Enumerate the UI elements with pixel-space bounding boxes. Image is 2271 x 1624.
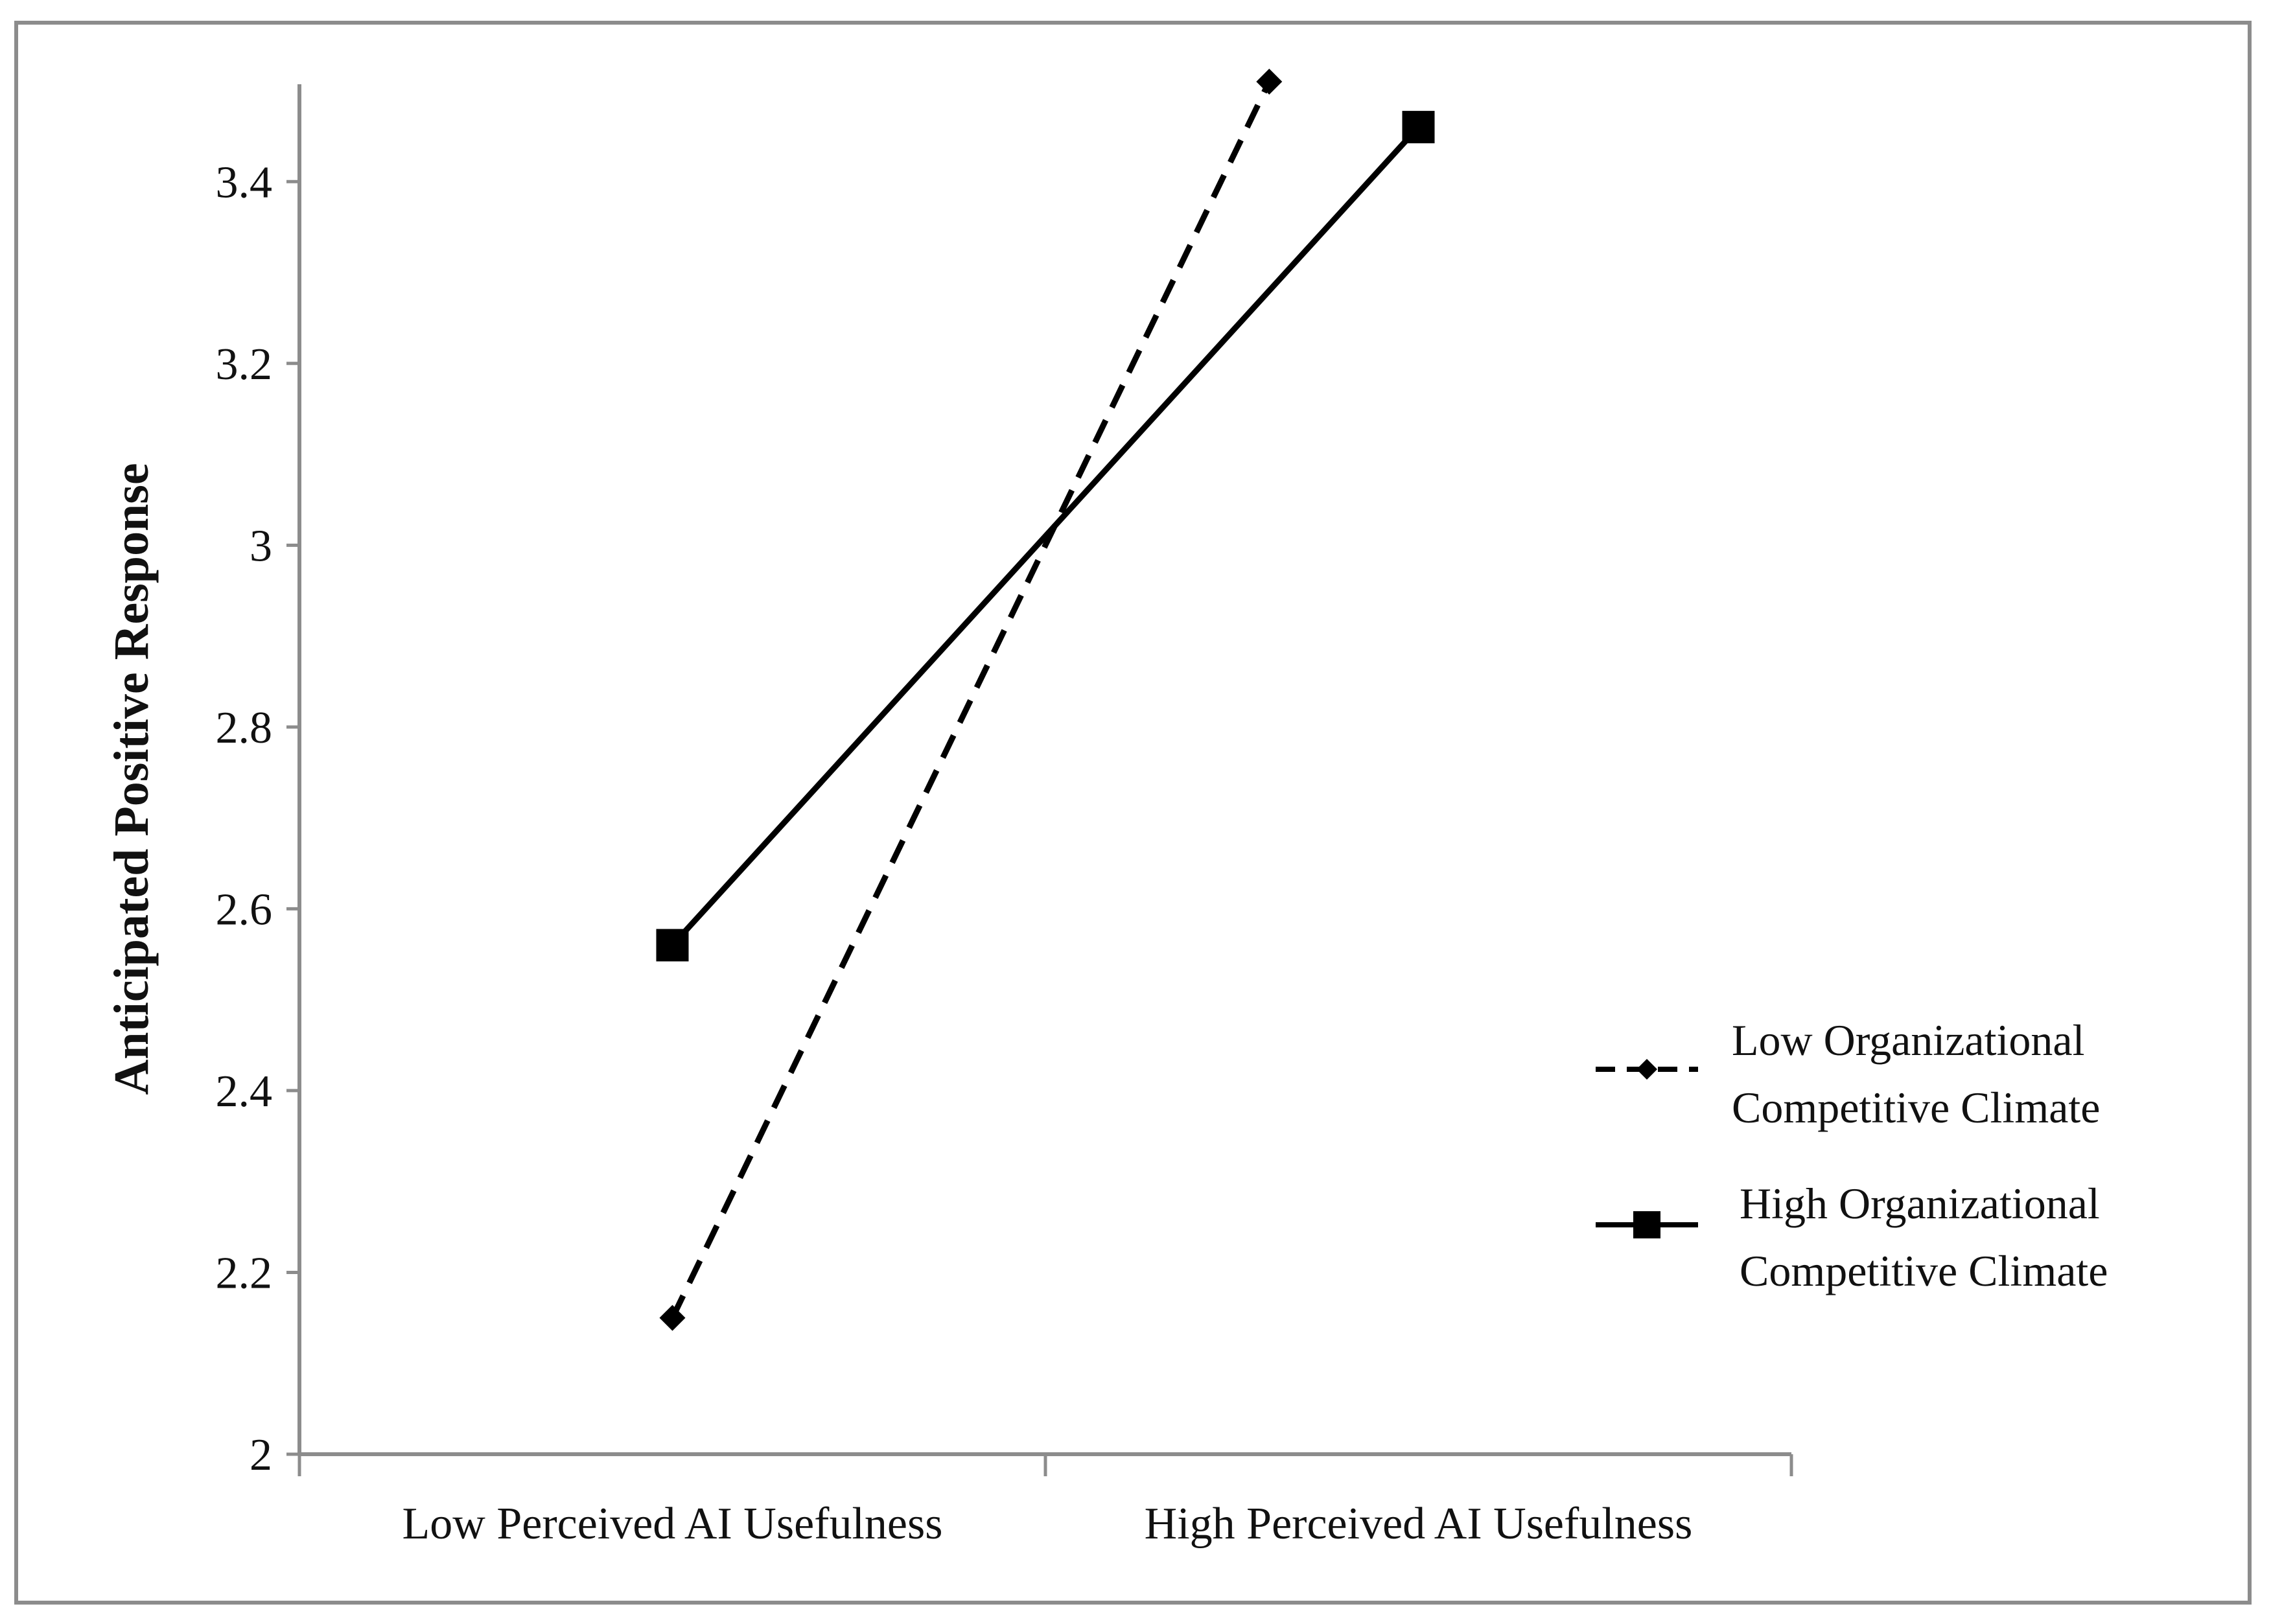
legend-label: High Organizational bbox=[1740, 1179, 2100, 1228]
x-tick-label: High Perceived AI Usefulness bbox=[1145, 1499, 1693, 1549]
series-low-competitive-climate bbox=[659, 68, 1283, 1331]
data-point bbox=[656, 929, 689, 962]
series-layer bbox=[656, 68, 1435, 1331]
y-tick-label: 2.6 bbox=[216, 885, 273, 934]
y-tick-label: 2.8 bbox=[216, 703, 273, 753]
legend-swatch-marker bbox=[1636, 1059, 1657, 1080]
y-tick-label: 3 bbox=[250, 521, 272, 571]
legend-swatch-marker bbox=[1633, 1211, 1660, 1238]
y-tick-label: 2.4 bbox=[216, 1067, 273, 1117]
x-ticks: Low Perceived AI Usefulness High Perceive… bbox=[297, 1454, 1793, 1549]
series-high-competitive-climate bbox=[656, 111, 1435, 962]
legend-item: Low Organizational Competitive Climate bbox=[1596, 1015, 2100, 1132]
legend-item: High Organizational Competitive Climate bbox=[1596, 1179, 2108, 1295]
data-point bbox=[1256, 68, 1283, 95]
x-tick-label: Low Perceived AI Usefulness bbox=[402, 1499, 943, 1549]
series-line bbox=[670, 80, 1272, 1319]
legend-label: Competitive Climate bbox=[1732, 1083, 2100, 1132]
y-tick-label: 2.2 bbox=[216, 1248, 273, 1298]
y-tick-label: 2 bbox=[250, 1430, 272, 1480]
y-tick-label: 3.2 bbox=[216, 340, 273, 389]
legend-label: Competitive Climate bbox=[1740, 1246, 2108, 1295]
y-tick-label: 3.4 bbox=[216, 157, 273, 207]
data-point bbox=[1402, 111, 1435, 144]
series-line bbox=[670, 125, 1421, 947]
chart-frame bbox=[14, 21, 2252, 1605]
data-point bbox=[659, 1305, 686, 1331]
axes bbox=[297, 84, 1791, 1456]
legend-label: Low Organizational bbox=[1732, 1015, 2084, 1065]
y-axis-title: Anticipated Positive Response bbox=[104, 463, 159, 1095]
y-ticks: 2 2.2 2.4 2.6 2.8 3 3.2 3.4 bbox=[216, 157, 299, 1480]
